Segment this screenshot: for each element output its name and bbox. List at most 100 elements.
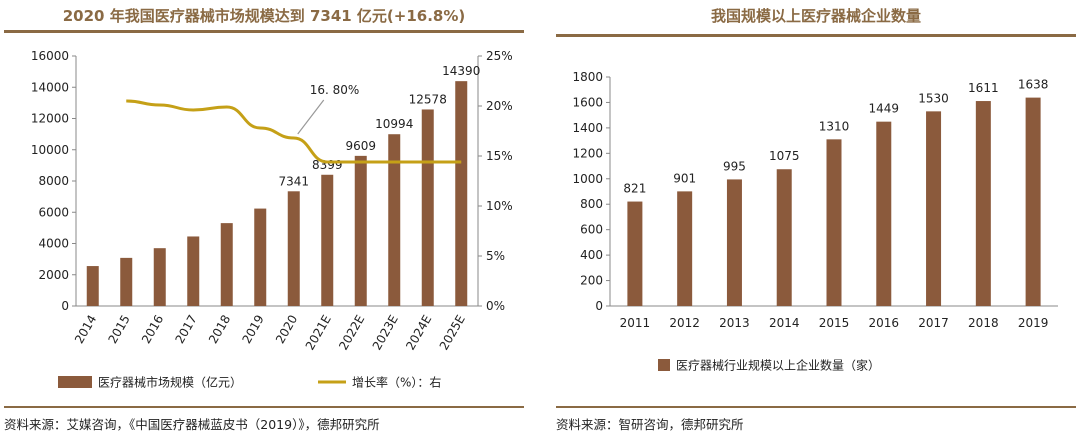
bar-data-label: 14390	[442, 64, 480, 78]
left-title-rule	[4, 30, 524, 33]
left-y-tick-label: 0	[61, 299, 69, 313]
left-y-tick-label: 12000	[31, 112, 69, 126]
market-size-bar	[120, 257, 133, 306]
market-size-bar	[421, 109, 434, 306]
left-chart: 0 2000 4000 6000 8000 10000 12000 14000 16000 0% 5…	[31, 49, 513, 390]
legend-bar-swatch	[58, 376, 92, 388]
x-tick-label: 2014	[769, 316, 800, 330]
y-tick-label: 1800	[572, 70, 603, 84]
market-size-bar	[354, 155, 367, 306]
market-size-bar	[187, 236, 200, 306]
right-chart-title: 我国规模以上医疗器械企业数量	[710, 7, 921, 25]
market-size-bar	[153, 248, 166, 306]
bar-data-label: 12578	[409, 92, 447, 106]
enterprise-count-bar	[975, 101, 991, 306]
right-y-tick-label: 25%	[486, 49, 513, 63]
y-tick-label: 1200	[572, 146, 603, 160]
x-tick-label: 2023E	[370, 313, 401, 353]
x-tick-label: 2015	[105, 313, 132, 346]
x-tick-label: 2014	[72, 313, 99, 346]
bar-data-label: 1530	[918, 91, 949, 105]
right-y-tick-label: 20%	[486, 99, 513, 113]
x-tick-label: 2022E	[336, 313, 367, 353]
legend-line-label: 增长率（%）：右	[352, 375, 441, 390]
market-size-bar	[220, 223, 233, 306]
left-y-tick-label: 4000	[38, 237, 69, 251]
left-y-tick-label: 16000	[31, 49, 69, 63]
y-tick-label: 400	[580, 248, 603, 262]
x-tick-label: 2017	[918, 316, 949, 330]
legend-bar-label: 医疗器械市场规模（亿元）	[98, 375, 242, 390]
market-size-bar	[321, 174, 334, 306]
x-tick-label: 2019	[1018, 316, 1049, 330]
market-size-bar	[455, 81, 468, 306]
x-tick-label: 2019	[239, 313, 266, 346]
y-tick-label: 600	[580, 223, 603, 237]
market-size-bar	[287, 191, 300, 306]
market-size-bar	[254, 208, 267, 306]
enterprise-count-bar	[876, 121, 892, 306]
left-y-tick-label: 14000	[31, 80, 69, 94]
bar-data-label: 8399	[312, 158, 343, 172]
y-tick-label: 1400	[572, 121, 603, 135]
growth-rate-annotation: 16. 80%	[310, 83, 360, 97]
bar-data-label: 1310	[819, 119, 850, 133]
y-tick-label: 1600	[572, 95, 603, 109]
left-y-tick-label: 2000	[38, 268, 69, 282]
bar-data-label: 901	[673, 171, 696, 185]
right-y-tick-label: 15%	[486, 149, 513, 163]
y-tick-label: 0	[595, 299, 603, 313]
y-tick-label: 800	[580, 197, 603, 211]
bar-data-label: 10994	[375, 117, 413, 131]
right-y-tick-label: 5%	[486, 249, 505, 263]
bar-data-label: 1611	[968, 81, 999, 95]
market-size-bar	[388, 134, 401, 306]
market-size-bar	[86, 266, 99, 306]
x-tick-label: 2018	[968, 316, 999, 330]
left-source-note: 资料来源：艾媒咨询，《中国医疗器械蓝皮书（2019）》，德邦研究所	[4, 417, 380, 432]
growth-rate-line	[126, 99, 462, 164]
x-tick-label: 2018	[206, 313, 233, 346]
left-chart-title: 2020 年我国医疗器械市场规模达到 7341 亿元(+16.8%)	[62, 7, 466, 25]
bar-data-label: 1449	[869, 102, 900, 116]
bar-data-label: 1638	[1018, 78, 1049, 92]
x-tick-label: 2021E	[303, 313, 334, 353]
x-tick-label: 2016	[869, 316, 900, 330]
right-title-rule	[556, 34, 1076, 37]
right-y-tick-label: 10%	[486, 199, 513, 213]
enterprise-count-bar	[776, 169, 792, 306]
enterprise-count-bar	[726, 179, 742, 306]
right-chart-panel: 我国规模以上医疗器械企业数量 0 200 400 600 800 1000 1200 1400…	[552, 0, 1080, 438]
x-tick-label: 2020	[273, 313, 300, 346]
bar-data-label: 995	[723, 159, 746, 173]
x-tick-label: 2015	[819, 316, 850, 330]
right-source-note: 资料来源：智研咨询，德邦研究所	[556, 417, 744, 432]
y-tick-label: 1000	[572, 172, 603, 186]
x-tick-label: 2016	[139, 313, 166, 346]
enterprise-count-bar	[677, 191, 693, 306]
left-chart-panel: 2020 年我国医疗器械市场规模达到 7341 亿元(+16.8%) 0 2000…	[0, 0, 528, 438]
left-source-rule	[4, 406, 524, 408]
left-y-tick-label: 10000	[31, 143, 69, 157]
legend-bar-swatch	[658, 359, 670, 371]
bar-data-label: 9609	[345, 139, 376, 153]
x-tick-label: 2012	[669, 316, 700, 330]
enterprise-count-bar	[1025, 97, 1041, 306]
y-tick-label: 200	[580, 274, 603, 288]
legend-bar-label: 医疗器械行业规模以上企业数量（家）	[676, 358, 880, 373]
x-tick-label: 2024E	[403, 313, 434, 353]
bar-data-label: 821	[623, 182, 646, 196]
x-tick-label: 2025E	[437, 313, 468, 353]
left-y-tick-label: 8000	[38, 174, 69, 188]
x-tick-label: 2017	[172, 313, 199, 346]
enterprise-count-bar	[926, 111, 942, 306]
right-source-rule	[556, 406, 1076, 408]
bar-data-label: 7341	[278, 174, 309, 188]
right-y-tick-label: 0%	[486, 299, 505, 313]
annotation-leader-line	[297, 99, 325, 135]
x-tick-label: 2013	[719, 316, 750, 330]
left-y-tick-label: 6000	[38, 205, 69, 219]
enterprise-count-bar	[826, 139, 842, 306]
bar-data-label: 1075	[769, 149, 800, 163]
x-tick-label: 2011	[620, 316, 651, 330]
